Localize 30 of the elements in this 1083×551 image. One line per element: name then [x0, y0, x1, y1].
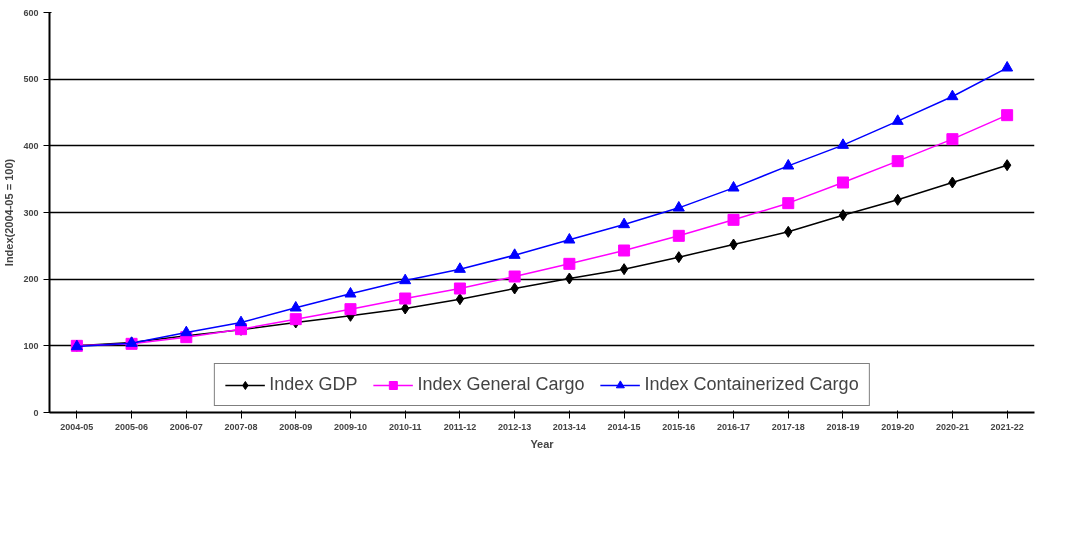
x-tick-label: 2010-11 [388, 421, 422, 432]
legend-label: Index Containerized Cargo [644, 374, 859, 395]
x-tick-label: 2016-17 [717, 421, 751, 432]
x-tick-label: 2012-13 [498, 421, 532, 432]
x-tick-label: 2017-18 [771, 421, 805, 432]
x-tick-label: 2009-10 [333, 421, 367, 432]
y-tick-label: 100 [23, 340, 39, 351]
x-tick-label: 2021-22 [990, 421, 1024, 432]
x-tick-label: 2019-20 [881, 421, 915, 432]
y-tick-label: 0 [33, 407, 39, 418]
x-tick-label: 2005-06 [115, 421, 149, 432]
y-axis-title: Index(2004-05 = 100) [3, 158, 16, 267]
y-tick-label: 500 [23, 74, 39, 85]
x-tick-label: 2006-07 [169, 421, 203, 432]
x-axis-title: Year [530, 437, 555, 450]
y-tick-label: 600 [23, 7, 39, 18]
x-tick-label: 2007-08 [224, 421, 258, 432]
x-tick-label: 2004-05 [60, 421, 94, 432]
x-tick-label: 2020-21 [935, 421, 969, 432]
x-tick-label: 2013-14 [552, 421, 586, 432]
y-tick-label: 400 [23, 140, 39, 151]
x-tick-label: 2008-09 [279, 421, 313, 432]
y-tick-label: 300 [23, 207, 39, 218]
x-tick-label: 2014-15 [607, 421, 641, 432]
x-tick-label: 2011-12 [443, 421, 477, 432]
x-tick-label: 2018-19 [826, 421, 860, 432]
y-tick-label: 200 [23, 274, 39, 285]
x-tick-label: 2015-16 [662, 421, 696, 432]
legend-label: Index GDP [269, 374, 358, 395]
legend-label: Index General Cargo [417, 374, 585, 395]
